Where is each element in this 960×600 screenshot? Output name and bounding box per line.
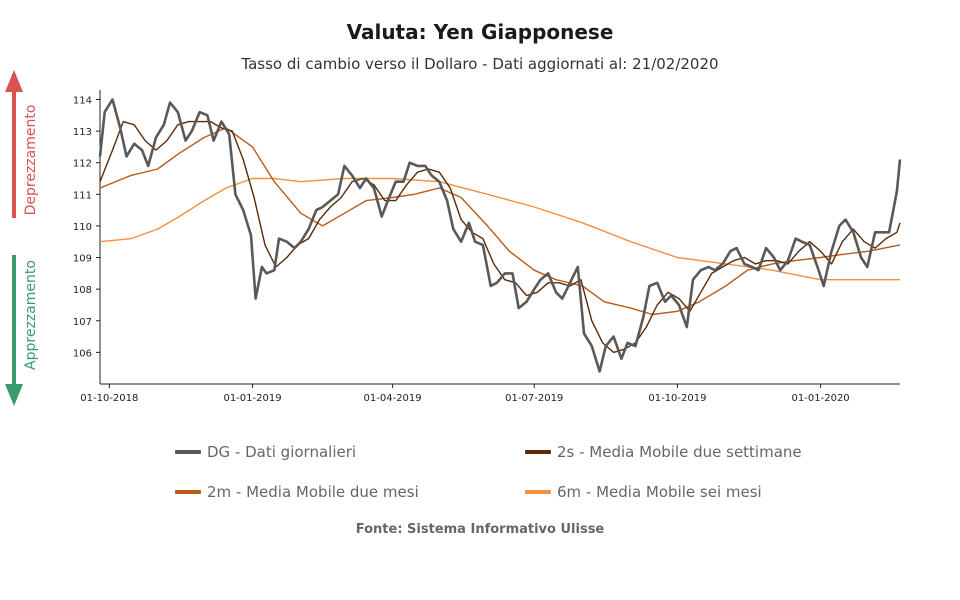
y-tick-label: 114 [73,95,92,106]
x-axis-ticks: 01-10-2018 01-01-2019 01-04-2019 01-07-2019… [80,384,850,404]
legend-swatch-ma6m [525,490,551,494]
legend-swatch-ma2w [525,450,551,454]
x-tick-label: 01-07-2019 [505,393,563,404]
legend-label-ma2m: 2m - Media Mobile due mesi [207,483,419,501]
y-tick-label: 109 [73,254,92,265]
x-tick-label: 01-01-2020 [792,393,850,404]
chart-title: Valuta: Yen Giapponese [346,20,614,44]
y-tick-label: 107 [73,317,92,328]
depreciation-arrow [5,70,23,218]
appreciation-arrow-head [5,384,23,406]
series-line-ma6m [99,177,900,281]
y-tick-label: 111 [73,190,92,201]
legend-label-ma2w: 2s - Media Mobile due settimane [557,443,802,461]
legend-label-daily: DG - Dati giornalieri [207,443,357,461]
y-tick-label: 113 [73,127,92,138]
x-tick-label: 01-04-2019 [364,393,422,404]
legend-item-ma2w: 2s - Media Mobile due settimane [525,443,802,461]
legend-swatch-ma2m [175,490,201,494]
y-tick-label: 108 [73,285,92,296]
series-layer [98,98,902,373]
y-tick-label: 112 [73,159,92,170]
y-tick-label: 110 [73,222,92,233]
source-note: Fonte: Sistema Informativo Ulisse [355,522,605,537]
legend-item-ma6m: 6m - Media Mobile sei mesi [525,483,762,501]
y-axis-ticks: 106 107 108 109 110 111 112 113 114 [73,95,100,359]
depreciation-arrow-head [5,70,23,92]
series-line-ma2w [99,120,901,354]
x-tick-label: 01-01-2019 [223,393,281,404]
series-line-daily [98,98,902,373]
series-line-ma2m [99,127,901,316]
appreciation-arrow [5,255,23,406]
chart-subtitle: Tasso di cambio verso il Dollaro - Dati … [241,55,719,73]
legend-item-ma2m: 2m - Media Mobile due mesi [175,483,419,501]
depreciation-label: Deprezzamento [23,105,39,216]
x-tick-label: 01-10-2018 [80,393,138,404]
legend-label-ma6m: 6m - Media Mobile sei mesi [557,483,762,501]
x-tick-label: 01-10-2019 [648,393,706,404]
y-tick-label: 106 [73,348,92,359]
legend-swatch-daily [175,450,201,454]
appreciation-label: Apprezzamento [23,260,39,370]
legend-item-daily: DG - Dati giornalieri [175,443,356,461]
